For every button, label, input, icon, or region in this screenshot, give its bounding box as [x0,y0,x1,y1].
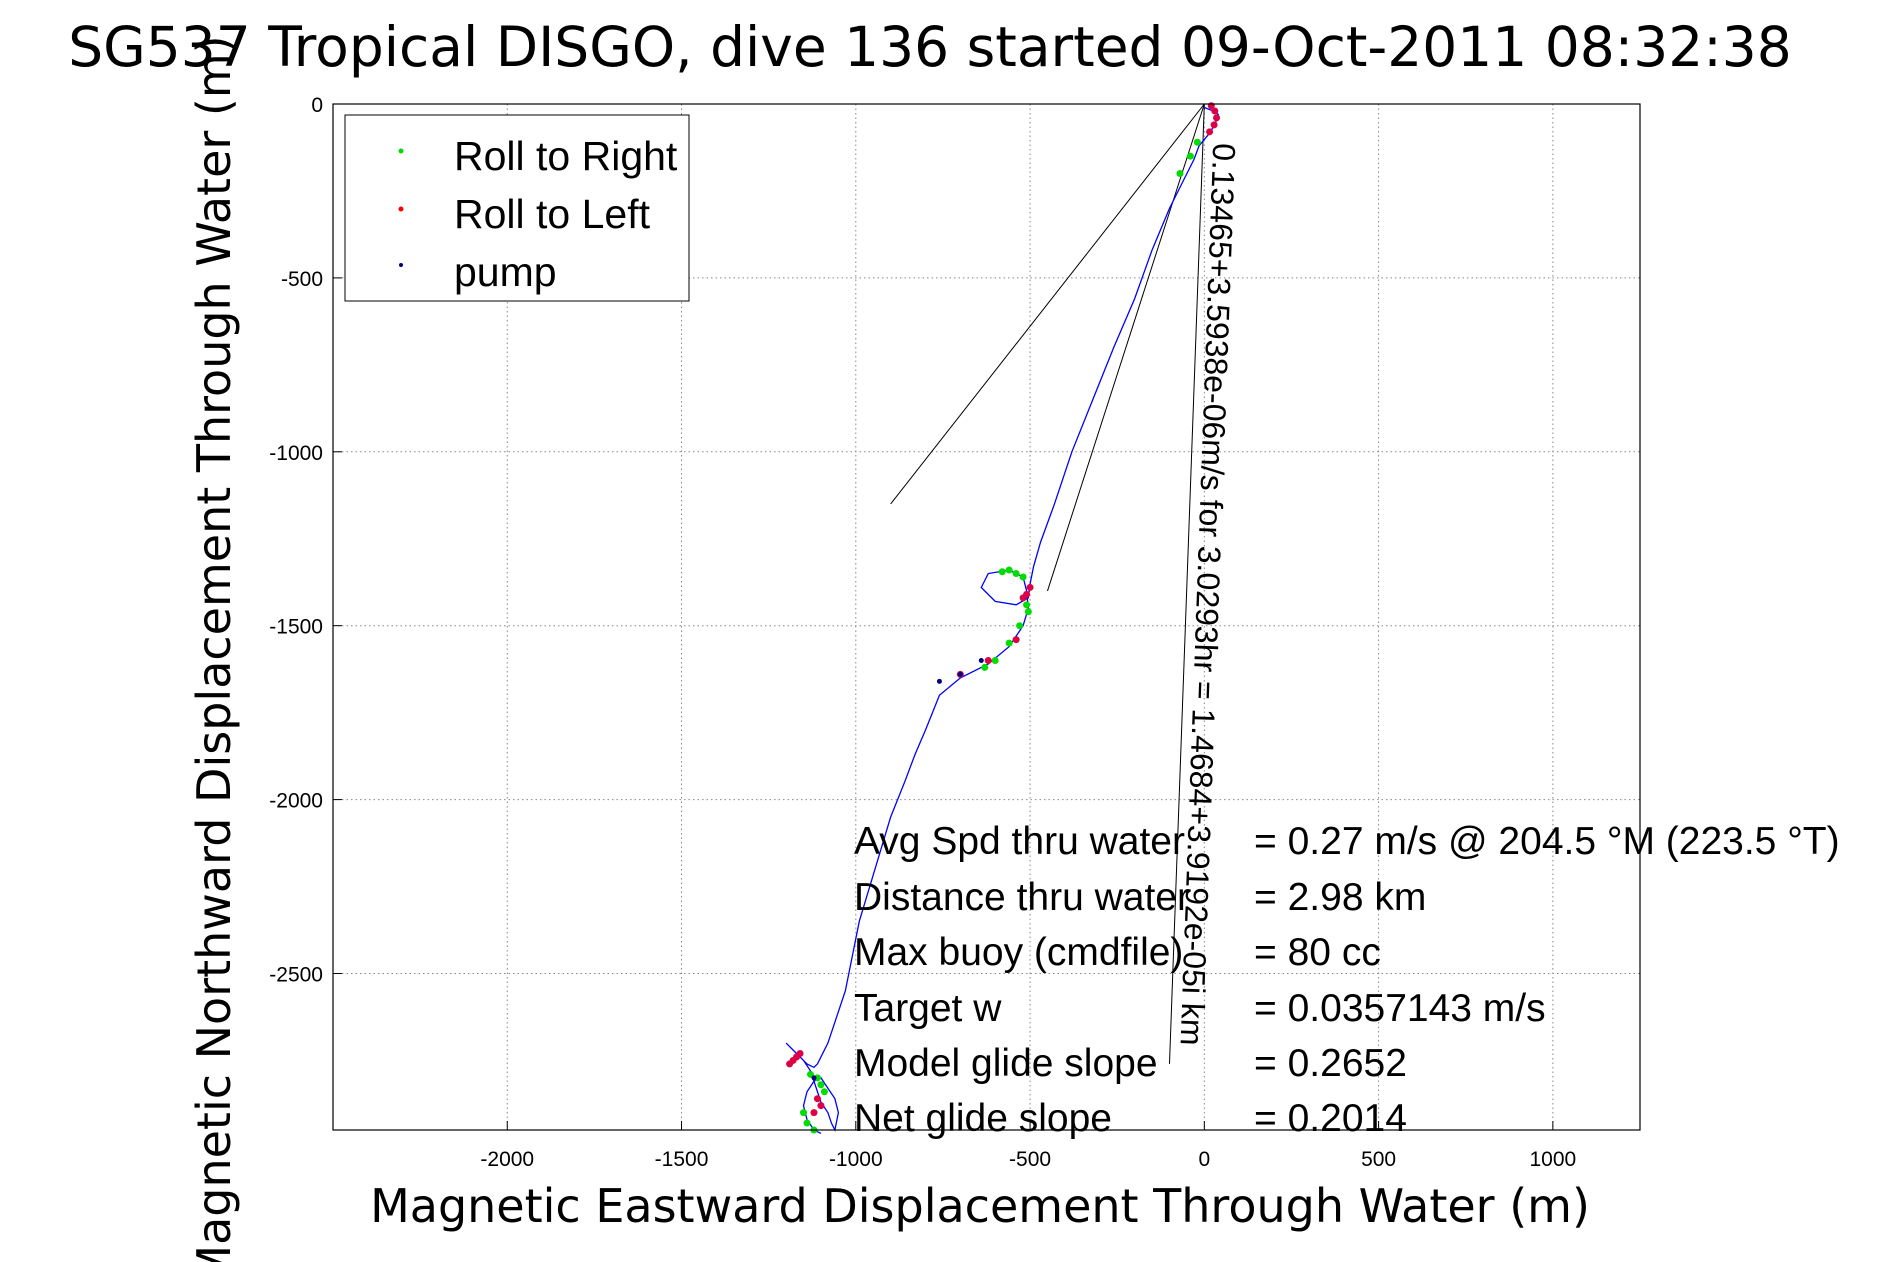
stats-block: Avg Spd thru water = 0.27 m/s @ 204.5 °M… [854,820,1840,1140]
track-layer [785,106,1220,1135]
legend-pump-marker [399,263,403,267]
roll-right-point [1005,639,1013,647]
y-tick-label: -2000 [269,790,323,813]
roll-right-point [1005,566,1013,574]
roll-right-point [998,568,1006,576]
roll-left-point [1210,121,1218,129]
stat-value-distance: = 2.98 km [1254,876,1426,919]
y-tick-label: 0 [311,94,323,117]
tick-layer: -2000 -1500 -1000 -500 0 500 1000 0 -500 -1000 -15… [269,94,1576,1171]
y-tick-label: -500 [281,268,323,291]
y-tick-label: -1000 [269,442,323,465]
roll-right-point [991,656,999,664]
pump-point [957,671,963,677]
stat-value-net-glide: = 0.2014 [1254,1097,1407,1140]
roll-right-point [800,1109,808,1117]
stat-label-model-glide: Model glide slope [854,1042,1158,1085]
current-wedge [890,103,1205,1064]
legend-roll-right-label: Roll to Right [454,133,678,179]
roll-left-point [1211,107,1219,115]
roll-left-point [1019,594,1027,602]
roll-right-point [820,1088,828,1096]
stat-label-max-buoy: Max buoy (cmdfile) [854,931,1183,974]
wedge-right-line [1047,103,1205,592]
stat-value-target-w: = 0.0357143 m/s [1254,987,1546,1030]
roll-left-point [1206,128,1214,136]
roll-left-point [813,1095,821,1103]
roll-right-point [803,1119,811,1127]
roll-left-point [817,1102,825,1110]
roll-right-point [1019,573,1027,581]
stat-label-avg-spd: Avg Spd thru water [854,820,1185,863]
pump-point [811,1075,817,1081]
legend-roll-right-marker [398,148,404,154]
x-tick-label: 0 [1198,1148,1210,1171]
x-tick-label: -2000 [480,1148,534,1171]
x-tick-label: 1000 [1530,1148,1577,1171]
roll-left-point [1012,636,1020,644]
legend: Roll to Right Roll to Left pump [344,114,690,302]
roll-right-point [1023,601,1031,609]
legend-roll-left-label: Roll to Left [454,191,651,237]
x-tick-label: -1000 [829,1148,883,1171]
roll-left-point [1213,114,1221,122]
y-axis-label: Magnetic Northward Displacement Through … [187,35,241,1262]
pump-point [936,678,942,684]
x-tick-label: 500 [1361,1148,1396,1171]
stat-value-model-glide: = 0.2652 [1254,1042,1407,1085]
roll-right-point [1186,152,1194,160]
stat-label-net-glide: Net glide slope [854,1097,1112,1140]
stat-label-target-w: Target w [854,987,1002,1030]
legend-pump-label: pump [454,249,557,295]
roll-right-point [1193,138,1201,146]
roll-right-point [817,1081,825,1089]
roll-left-point [786,1060,794,1068]
y-tick-label: -2500 [269,963,323,986]
stat-value-avg-spd: = 0.27 m/s @ 204.5 °M (223.5 °T) [1254,820,1840,863]
x-axis-label: Magnetic Eastward Displacement Through W… [370,1179,1590,1233]
roll-right-point [981,663,989,671]
roll-right-point [1176,170,1184,178]
stat-value-max-buoy: = 80 cc [1254,931,1381,974]
chart-title: SG537 Tropical DISGO, dive 136 started 0… [68,15,1791,79]
dive-track-line [785,106,1220,1135]
stat-label-distance: Distance thru water [854,876,1190,919]
legend-roll-left-marker [398,206,404,212]
wedge-left-line [890,103,1205,505]
marker-layer [786,102,1221,1134]
pump-point [978,657,984,663]
roll-left-point [1026,583,1034,591]
x-tick-label: -1500 [655,1148,709,1171]
roll-left-point [984,656,992,664]
roll-right-point [1016,622,1024,630]
roll-right-point [1012,570,1020,578]
x-tick-label: -500 [1009,1148,1051,1171]
roll-right-point [1024,608,1032,616]
annotation-line [1168,103,1205,1064]
y-tick-label: -1500 [269,616,323,639]
plot-frame [332,103,1641,1131]
roll-left-point [810,1109,818,1117]
